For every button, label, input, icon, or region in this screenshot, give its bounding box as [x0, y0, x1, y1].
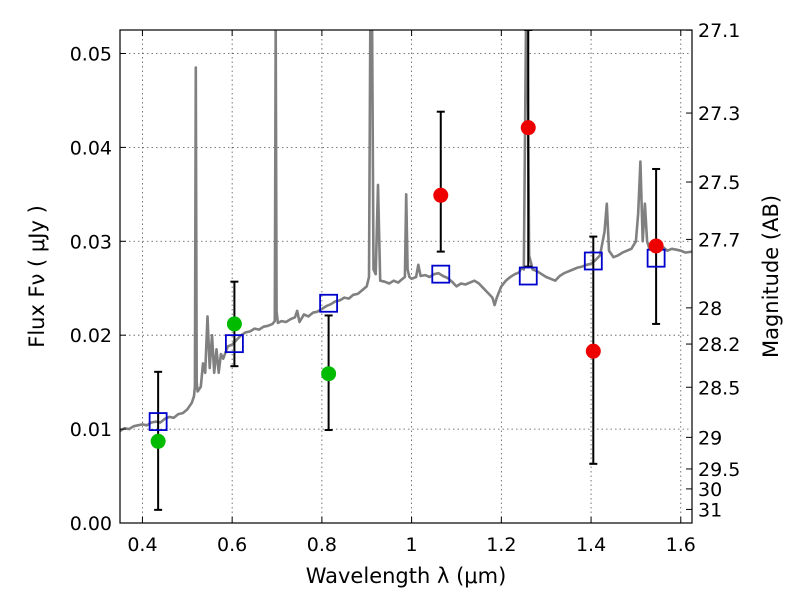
y2-tick-label: 28 — [698, 298, 722, 320]
red-data-point — [648, 238, 664, 254]
x-tick-label: 1.2 — [486, 534, 516, 556]
y-tick-label: 0.03 — [70, 231, 112, 253]
x-tick-label: 1.4 — [576, 534, 606, 556]
y-axis-title: Flux Fν ( μJy ) — [25, 205, 49, 348]
x-tick-label: 0.4 — [127, 534, 157, 556]
x-tick-label: 1.6 — [666, 534, 696, 556]
green-data-point — [321, 366, 337, 382]
y2-tick-label: 27.3 — [698, 103, 740, 125]
ticks: 0.4 0.6 0.8 1 1.2 1.4 1.6 0.00 0.01 0.02 0.03 0.04 0… — [70, 20, 741, 556]
model-photometry-square — [518, 266, 538, 286]
y-tick-label: 0.02 — [70, 325, 112, 347]
y2-tick-label: 31 — [698, 499, 722, 521]
y-tick-label: 0.01 — [70, 419, 112, 441]
red-data-point — [433, 187, 449, 203]
x-tick-label: 0.6 — [217, 534, 247, 556]
y2-tick-label: 27.7 — [698, 229, 740, 251]
y-tick-label: 0.04 — [70, 137, 112, 159]
y2-axis-title: Magnitude (AB) — [759, 195, 783, 358]
green-data-point — [150, 433, 166, 449]
model-photometry-square — [431, 264, 451, 284]
model-photometry-square — [148, 412, 168, 431]
model-photometry-square — [319, 293, 339, 313]
y-tick-label: 0.05 — [70, 43, 112, 65]
y2-tick-label: 30 — [698, 479, 722, 501]
model-photometry-square — [224, 334, 244, 354]
y2-tick-label: 28.5 — [698, 377, 740, 399]
spectrum-line — [120, 30, 692, 433]
green-data-point — [226, 316, 242, 332]
grid — [120, 30, 692, 523]
model-photometry-square — [583, 251, 603, 271]
x-tick-label: 0.8 — [307, 534, 337, 556]
red-data-point — [520, 120, 536, 136]
x-axis-title: Wavelength λ (μm) — [306, 564, 507, 588]
red-data-point — [585, 343, 601, 359]
y2-tick-label: 27.5 — [698, 172, 740, 194]
y2-tick-label: 29 — [698, 427, 722, 449]
y2-tick-label: 27.1 — [698, 20, 740, 42]
plot-area — [120, 30, 692, 511]
x-tick-label: 1 — [406, 534, 418, 556]
y2-tick-label: 28.2 — [698, 334, 740, 356]
axes-frame — [119, 29, 693, 524]
y2-tick-label: 29.5 — [698, 459, 740, 481]
y-tick-label: 0.00 — [70, 513, 112, 535]
